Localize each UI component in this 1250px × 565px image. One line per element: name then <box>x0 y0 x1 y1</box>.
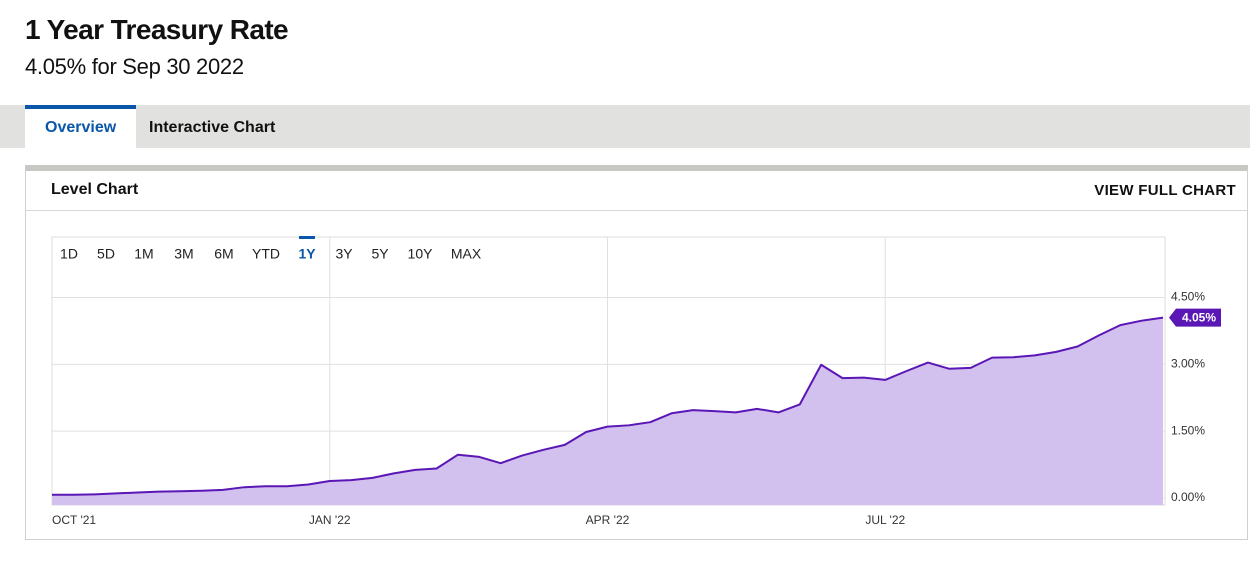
area-fill <box>52 317 1163 505</box>
range-button[interactable]: YTD <box>252 246 280 262</box>
y-tick-label: 1.50% <box>1171 423 1205 437</box>
panel-title: Level Chart <box>51 181 139 198</box>
y-tick-label: 0.00% <box>1171 490 1205 504</box>
range-button[interactable]: 1M <box>134 246 153 262</box>
range-button[interactable]: 5Y <box>371 246 389 262</box>
last-value-badge <box>1169 308 1221 327</box>
range-button[interactable]: 10Y <box>408 246 434 262</box>
range-button[interactable]: 3M <box>174 246 193 262</box>
tab[interactable]: Interactive Chart <box>149 119 276 136</box>
range-button[interactable]: 3Y <box>335 246 353 262</box>
range-button[interactable]: MAX <box>451 246 482 262</box>
tab-bar: Overview Interactive Chart <box>0 105 1250 148</box>
range-button[interactable]: 5D <box>97 246 115 262</box>
view-full-chart-link[interactable]: VIEW FULL CHART <box>1094 182 1236 199</box>
x-tick-label: APR '22 <box>586 513 630 527</box>
range-button[interactable]: 1D <box>60 246 78 262</box>
page-title: 1 Year Treasury Rate <box>25 14 289 45</box>
last-value-label: 4.05% <box>1182 311 1216 325</box>
tab[interactable]: Overview <box>25 105 137 148</box>
range-button[interactable]: 1Y <box>298 246 316 262</box>
panel <box>25 165 1248 540</box>
line <box>52 316 1164 496</box>
x-tick-label: JUL '22 <box>865 513 905 527</box>
y-tick-label: 3.00% <box>1171 356 1205 370</box>
y-tick-label: 4.50% <box>1171 290 1205 304</box>
range-indicator <box>299 236 315 239</box>
x-tick-label: JAN '22 <box>309 513 351 527</box>
x-tick-label: OCT '21 <box>52 513 96 527</box>
page-subtitle: 4.05% for Sep 30 2022 <box>25 54 244 79</box>
divider <box>26 210 1247 211</box>
range-button[interactable]: 6M <box>214 246 233 262</box>
